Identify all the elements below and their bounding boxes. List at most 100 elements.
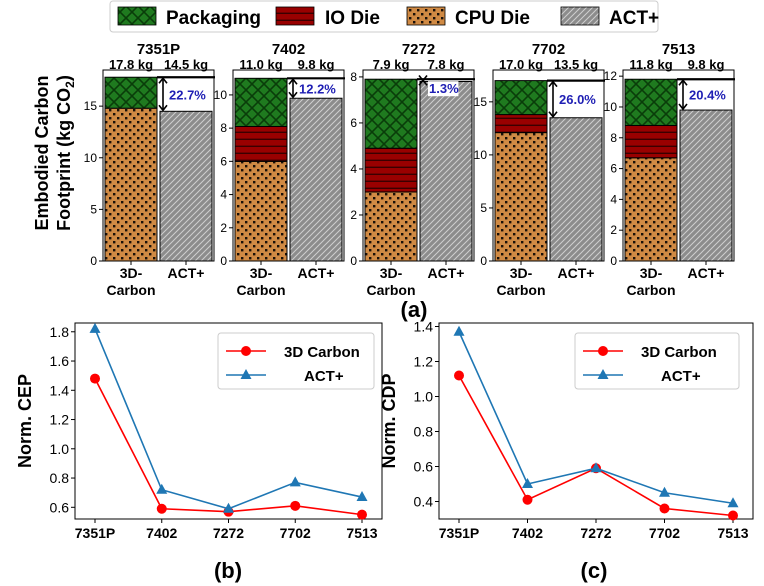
y-tick-label: 1.2	[50, 412, 70, 428]
x-tick-label-7513: 7513	[717, 525, 748, 541]
point-3d-carbon-7513	[728, 510, 738, 521]
x-tick-label-3d: 3D-	[510, 265, 533, 281]
bar-segment-io-die	[364, 147, 418, 193]
reduction-arrow-head-down	[288, 91, 298, 99]
legend-label-3d-carbon: 3D Carbon	[641, 344, 717, 361]
point-act-plus-7402	[156, 483, 168, 494]
chart-b-caption: (b)	[214, 558, 242, 583]
reduction-label-bg	[168, 87, 206, 103]
y-tick-label: 0.6	[50, 499, 70, 515]
bar-act-label: 7.8 kg	[428, 57, 465, 72]
reduction-arrow-head-down	[158, 104, 168, 112]
y-tick-label: 0	[480, 254, 487, 268]
series-line-3d-carbon	[458, 375, 734, 517]
bar-act-plus	[549, 117, 603, 262]
x-tick-label-3d: 3D-	[380, 265, 403, 281]
y-tick-label: 2	[220, 221, 227, 235]
legend: Packaging IO Die CPU Die ACT+	[109, 0, 659, 33]
x-tick-label-act: ACT+	[168, 265, 205, 281]
point-3d-carbon-7702	[659, 503, 670, 514]
reduction-arrow-head-up	[548, 80, 558, 88]
reduction-label: 1.3%	[429, 81, 459, 96]
legend-label-act-plus: ACT+	[661, 368, 701, 385]
x-tick-label-act: ACT+	[298, 265, 335, 281]
bar-segment-cpu-die	[104, 107, 158, 262]
point-act-plus-7702	[659, 486, 670, 497]
point-3d-carbon-7402	[156, 503, 167, 514]
reduction-label: 22.7%	[169, 87, 206, 102]
bar-segment-packaging	[104, 76, 158, 109]
legend-label-act-plus: ACT+	[609, 8, 659, 29]
y-tick-label: 1.4	[414, 319, 434, 335]
y-tick-label: 1.8	[50, 324, 70, 340]
bar-panel-cpu-title: 7402	[272, 41, 305, 58]
bar-total-label: 11.0 kg	[239, 57, 282, 72]
chart-a-ylabel-line1: Embodied Carbon	[32, 75, 52, 230]
reduction-label: 26.0%	[559, 92, 596, 107]
line-legend-frame	[574, 332, 740, 390]
x-tick-label-3d: 3D-	[250, 265, 273, 281]
x-tick-label-act: ACT+	[558, 265, 595, 281]
point-act-plus-7272	[223, 502, 234, 513]
bar-segment-packaging	[624, 78, 678, 126]
y-tick-label: 10	[474, 148, 488, 162]
y-tick-label: 0	[220, 254, 227, 268]
bar-segment-cpu-die	[624, 157, 678, 262]
bar-total-label: 17.8 kg	[109, 57, 153, 72]
y-tick-label: 2	[350, 208, 357, 222]
bar-act-label: 9.8 kg	[298, 57, 335, 72]
x-tick-label-7402: 7402	[146, 525, 177, 541]
point-act-plus-7513	[356, 491, 368, 502]
y-tick-label: 0	[350, 254, 357, 268]
point-3d-carbon-7702	[290, 500, 301, 511]
y-axis-label: Norm. CDP	[379, 373, 399, 468]
y-tick-label: 1.6	[50, 353, 70, 369]
y-tick-label: 5	[480, 201, 487, 215]
bar-total-label: 17.0 kg	[499, 57, 543, 72]
bar-segment-io-die	[624, 124, 678, 159]
legend-marker-3d-carbon	[598, 346, 608, 356]
point-act-plus-7402	[522, 478, 533, 488]
y-tick-label: 8	[220, 121, 227, 135]
reduction-label: 12.2%	[299, 81, 336, 96]
y-tick-label: 6	[350, 116, 357, 130]
y-tick-label: 10	[604, 100, 618, 114]
bar-total-label: 11.8 kg	[629, 57, 672, 72]
chart-c: 0.4 0.6 0.8 1.0 1.2 1.4 7351P 7402 7272 7702 7513 N…	[379, 319, 754, 541]
bar-panel-cpu-title: 7702	[532, 41, 565, 58]
bar-segment-cpu-die	[234, 160, 288, 262]
y-tick-label: 4	[350, 162, 357, 176]
reduction-label-bg	[298, 81, 336, 97]
point-3d-carbon-7513	[357, 509, 367, 520]
reduction-arrow-head-down	[418, 75, 428, 82]
y-tick-label: 0.4	[414, 494, 434, 510]
y-axis-label: Norm. CEP	[15, 374, 35, 468]
point-3d-carbon-7402	[522, 494, 533, 505]
y-tick-label: 0	[610, 254, 617, 268]
y-tick-label: 1.0	[414, 389, 434, 405]
bar-segment-packaging	[234, 77, 288, 127]
point-act-plus-7351P	[453, 325, 465, 336]
bar-panel-frame	[492, 69, 605, 262]
legend-frame	[109, 0, 659, 33]
y-tick-label: 10	[84, 151, 98, 165]
bar-segment-io-die	[234, 125, 288, 162]
bar-total-label: 7.9 kg	[373, 57, 410, 72]
bar-panel-frame	[102, 69, 215, 262]
y-tick-label: 0.8	[414, 424, 434, 440]
x-tick-label-carbon: Carbon	[107, 282, 156, 298]
point-act-plus-7513	[727, 497, 739, 508]
point-3d-carbon-7351P	[90, 373, 100, 384]
bar-panel-cpu-title: 7351P	[137, 41, 180, 58]
bar-act-label: 9.8 kg	[688, 57, 725, 72]
bar-act-label: 13.5 kg	[554, 57, 598, 72]
reduction-label-bg	[688, 87, 726, 103]
bar-panel-frame	[622, 69, 735, 262]
y-tick-label: 6	[220, 154, 227, 168]
x-tick-label-7351P: 7351P	[439, 525, 479, 541]
x-tick-label-7272: 7272	[580, 525, 611, 541]
